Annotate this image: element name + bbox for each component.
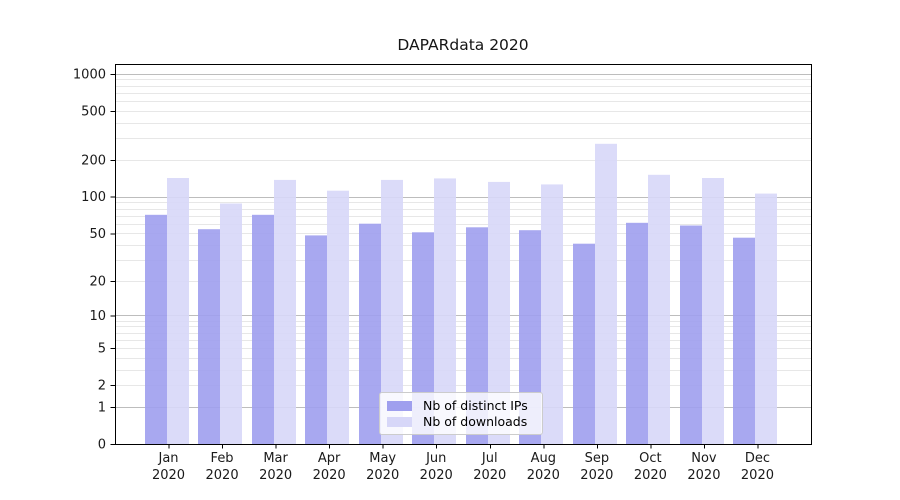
legend: Nb of distinct IPs Nb of downloads xyxy=(379,392,543,435)
bar-jan-downloads xyxy=(167,178,189,444)
y-tick-label: 50 xyxy=(89,227,106,242)
bar-feb-downloads xyxy=(220,203,242,444)
legend-swatch-downloads xyxy=(387,416,412,427)
y-tick-label: 100 xyxy=(81,190,106,205)
x-tick-label-year: 2020 xyxy=(313,468,346,483)
bar-aug-distinct-ips xyxy=(519,230,541,444)
bar-aug-downloads xyxy=(541,184,563,444)
y-tick-label: 0 xyxy=(98,438,106,453)
x-tick-label-month: Apr xyxy=(318,451,341,466)
y-tick-label: 10 xyxy=(89,309,106,324)
y-tick-label: 20 xyxy=(89,274,106,289)
y-tick-label: 5 xyxy=(98,342,106,357)
x-tick-label-year: 2020 xyxy=(687,468,720,483)
x-tick-label-year: 2020 xyxy=(473,468,506,483)
y-tick-label: 1000 xyxy=(73,67,106,82)
bar-dec-downloads xyxy=(755,193,777,444)
x-tick-label-month: Aug xyxy=(531,451,556,466)
x-tick-label-year: 2020 xyxy=(420,468,453,483)
x-tick-label-year: 2020 xyxy=(259,468,292,483)
legend-label-distinct-ips: Nb of distinct IPs xyxy=(423,398,528,413)
x-tick-label-year: 2020 xyxy=(741,468,774,483)
y-tick-label: 1 xyxy=(98,400,106,415)
x-tick-label-year: 2020 xyxy=(527,468,560,483)
y-tick-label: 200 xyxy=(81,153,106,168)
x-tick-label-year: 2020 xyxy=(634,468,667,483)
y-tick-label: 500 xyxy=(81,104,106,119)
bar-feb-distinct-ips xyxy=(198,229,220,444)
bar-jul-downloads xyxy=(488,181,510,444)
bar-mar-downloads xyxy=(274,179,296,444)
x-tick-label-month: Dec xyxy=(745,451,770,466)
x-tick-label-year: 2020 xyxy=(366,468,399,483)
bar-may-distinct-ips xyxy=(359,223,381,444)
x-tick-label-month: Sep xyxy=(585,451,610,466)
chart-title: DAPARdata 2020 xyxy=(397,36,529,54)
bar-mar-distinct-ips xyxy=(252,214,274,444)
bar-jan-distinct-ips xyxy=(145,214,167,444)
bar-oct-downloads xyxy=(648,174,670,445)
x-tick-label-year: 2020 xyxy=(206,468,239,483)
legend-item-downloads: Nb of downloads xyxy=(387,414,534,429)
bar-nov-downloads xyxy=(702,178,724,444)
x-tick-label-year: 2020 xyxy=(152,468,185,483)
bar-may-downloads xyxy=(381,179,403,444)
x-tick-label-month: Feb xyxy=(211,451,234,466)
bar-dec-distinct-ips xyxy=(733,237,755,444)
bar-jul-distinct-ips xyxy=(466,227,488,444)
legend-swatch-distinct-ips xyxy=(387,400,412,411)
x-tick-label-month: Mar xyxy=(263,451,288,466)
y-tick-label: 2 xyxy=(98,379,106,394)
bar-apr-downloads xyxy=(327,190,349,444)
x-tick-label-month: Nov xyxy=(691,451,717,466)
bar-oct-distinct-ips xyxy=(626,222,648,444)
x-tick-label-month: Jan xyxy=(158,451,179,466)
bar-sep-downloads xyxy=(595,143,617,445)
x-tick-label-month: Oct xyxy=(639,451,661,466)
bar-nov-distinct-ips xyxy=(680,225,702,444)
legend-item-distinct-ips: Nb of distinct IPs xyxy=(387,398,534,413)
bar-jun-downloads xyxy=(434,178,456,444)
legend-label-downloads: Nb of downloads xyxy=(423,414,528,429)
plot-border xyxy=(115,64,812,445)
bar-sep-distinct-ips xyxy=(573,243,595,444)
x-tick-label-month: Jul xyxy=(481,451,498,466)
x-tick-label-month: May xyxy=(369,451,396,466)
x-tick-label-year: 2020 xyxy=(580,468,613,483)
bar-jun-distinct-ips xyxy=(412,232,434,444)
x-tick-label-month: Jun xyxy=(425,451,446,466)
bar-apr-distinct-ips xyxy=(305,235,327,444)
